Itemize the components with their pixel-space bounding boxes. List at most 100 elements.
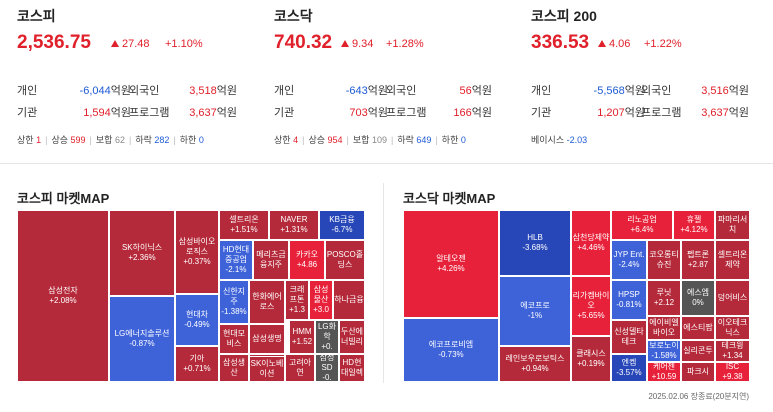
treemap-cell-change: +2.12 <box>653 298 675 307</box>
treemap-cell-change: +1.52 <box>291 337 313 346</box>
treemap-cell[interactable]: 파크시 <box>681 362 715 382</box>
treemap-cell[interactable]: 루닛 +2.12 <box>647 280 681 316</box>
treemap-cell[interactable]: 삼성바이오로직스 +0.37% <box>175 210 219 294</box>
treemap-cell[interactable]: HD현대중공업 -2.1% <box>219 240 253 280</box>
treemap-cell[interactable]: 펩트론 +2.87 <box>681 240 715 280</box>
index-value: 740.32 <box>274 32 333 53</box>
treemap-cell-name: 기아 <box>189 354 205 363</box>
up-triangle-icon <box>111 40 119 47</box>
treemap-cell[interactable]: 삼성물산 +3.0 <box>309 280 333 320</box>
treemap-cell-name: 엔켐 <box>621 358 637 367</box>
treemap-cell-name: 삼성생명 <box>252 334 282 343</box>
treemap-cell[interactable]: ISC +9.38 <box>715 362 750 382</box>
treemap-cell[interactable]: 카카오 +4.86 <box>289 240 325 280</box>
treemap-cell[interactable]: 에코프로 -1% <box>499 276 571 346</box>
treemap-cell-name: 덩어비스 <box>717 293 748 302</box>
treemap-cell[interactable]: LG에너지솔루션 -0.87% <box>109 296 175 382</box>
treemap-cell[interactable]: 크래프톤 +1.3 <box>285 280 309 320</box>
index-title[interactable]: 코스피 200 <box>531 8 597 24</box>
treemap-cell[interactable]: 삼성생산 <box>219 354 249 382</box>
treemap-cell[interactable]: KB금융 -6.7% <box>319 210 365 240</box>
kospi-map-title: 코스피 마켓MAP <box>17 191 110 206</box>
advance-decline-stats: 상한 4 | 상승 954 | 보합 109 | 하락 649 | 하한 0 <box>274 135 466 145</box>
treemap-cell-name: HD현대중공업 <box>222 245 250 264</box>
treemap-cell[interactable]: 클래시스 +0.19% <box>571 336 611 382</box>
treemap-cell-name: 삼성물산 <box>313 285 329 304</box>
treemap-cell-name: 펩트론 <box>686 250 710 259</box>
treemap-cell-name: NAVER <box>280 215 308 224</box>
treemap-cell[interactable]: 한화에어로스 <box>249 280 285 324</box>
treemap-cell[interactable]: 이오테크닉스 <box>715 316 750 340</box>
treemap-cell[interactable]: 알테오젠 +4.26% <box>403 210 499 318</box>
treemap-cell[interactable]: 고려아연 <box>285 354 315 382</box>
treemap-cell[interactable]: 하나금융 <box>333 280 365 320</box>
treemap-cell-name: 삼성생산 <box>222 358 246 377</box>
treemap-cell[interactable]: 두산에너빌리 <box>339 320 365 354</box>
treemap-cell[interactable]: 에코프로비엠 -0.73% <box>403 318 499 382</box>
treemap-cell-name: 루닛 <box>656 288 672 297</box>
treemap-cell[interactable]: 현대차 -0.49% <box>175 294 219 346</box>
treemap-cell[interactable]: JYP Ent. -2.4% <box>611 240 647 280</box>
investor-value: 703억원 <box>349 107 388 119</box>
treemap-cell[interactable]: 보로노이 -1.58% <box>647 340 681 362</box>
treemap-cell[interactable]: 메리츠금융지주 <box>253 240 289 280</box>
index-title[interactable]: 코스피 <box>17 8 56 24</box>
treemap-cell-name: 삼성SD <box>319 354 335 372</box>
treemap-cell[interactable]: 엔켐 -3.57% <box>611 354 647 382</box>
treemap-cell[interactable]: 삼성SD -0. <box>315 354 339 382</box>
treemap-cell[interactable]: 레인보우로보틱스 +0.94% <box>499 346 571 382</box>
treemap-cell-change: -0. <box>322 373 332 382</box>
treemap-cell[interactable]: SK이노베이션 <box>249 356 285 382</box>
treemap-cell[interactable]: 삼성전자 +2.08% <box>17 210 109 382</box>
treemap-cell[interactable]: HD현대일렉 <box>339 354 365 382</box>
treemap-cell[interactable]: 케어젠 +10.59 <box>647 362 681 382</box>
treemap-cell[interactable]: 셀트리온제약 <box>715 240 750 280</box>
treemap-cell[interactable]: 리노공업 +6.4% <box>611 210 673 240</box>
treemap-cell[interactable]: 테크윙 +1.34 <box>715 340 750 362</box>
investor-value: 1,594억원 <box>83 107 131 119</box>
treemap-cell[interactable]: 삼천당제약 +4.46% <box>571 210 611 276</box>
treemap-cell-change: +0. <box>321 342 333 351</box>
treemap-cell[interactable]: 에이비엘바이오 <box>647 316 681 340</box>
treemap-cell[interactable]: LG화학 +0. <box>315 320 339 354</box>
treemap-cell[interactable]: NAVER +1.31% <box>269 210 319 240</box>
treemap-cell-name: 파크시 <box>686 367 710 376</box>
treemap-cell-name: 레인보우로보틱스 <box>505 354 565 363</box>
treemap-cell[interactable]: SK하이닉스 +2.36% <box>109 210 175 296</box>
index-change-pct: +1.10% <box>165 38 203 50</box>
treemap-cell[interactable]: 덩어비스 <box>715 280 750 316</box>
investor-label: 프로그램 <box>386 107 427 119</box>
treemap-cell[interactable]: 기아 +0.71% <box>175 346 219 382</box>
treemap-cell-name: SK하이닉스 <box>121 243 163 252</box>
treemap-cell[interactable]: POSCO홀딩스 <box>325 240 365 280</box>
treemap-cell[interactable]: HMM +1.52 <box>289 320 315 354</box>
index-change: 4.06 <box>598 38 630 50</box>
treemap-cell[interactable]: HLB -3.68% <box>499 210 571 276</box>
treemap-cell-name: 이오테크닉스 <box>717 318 748 337</box>
treemap-cell[interactable]: 파마리서치 <box>715 210 750 240</box>
index-change-pct: +1.28% <box>386 38 424 50</box>
treemap-cell-change: +0.37% <box>183 257 211 266</box>
treemap-cell[interactable]: 신한지주 -1.38% <box>219 280 249 324</box>
investor-label: 기관 <box>274 107 295 119</box>
treemap-cell-change: +1.34 <box>722 351 743 360</box>
treemap-cell-name: 파마리서치 <box>717 215 748 234</box>
treemap-cell-change: +10.59 <box>651 372 677 381</box>
treemap-cell[interactable]: 에스티팜 <box>681 316 715 340</box>
index-title[interactable]: 코스닥 <box>274 8 313 24</box>
treemap-cell[interactable]: 삼성생명 <box>249 324 285 354</box>
treemap-cell[interactable]: 실리콘투 <box>681 340 715 362</box>
treemap-cell[interactable]: 셀트리온 +1.51% <box>219 210 269 240</box>
treemap-cell[interactable]: HPSP -0.81% <box>611 280 647 320</box>
treemap-cell[interactable]: 휴젤 +4.12% <box>673 210 715 240</box>
treemap-cell[interactable]: 에스엠 0% <box>681 280 715 316</box>
treemap-cell-name: 휴젤 <box>686 215 702 224</box>
treemap-cell-change: +0.71% <box>183 364 211 373</box>
treemap-cell[interactable]: 신성델타테크 <box>611 320 647 354</box>
index-change: 9.34 <box>341 38 373 50</box>
treemap-cell-change: -1.58% <box>651 351 677 360</box>
treemap-cell[interactable]: 코오롱티슈진 <box>647 240 681 280</box>
index-change-pct: +1.22% <box>644 38 682 50</box>
treemap-cell[interactable]: 현대모비스 <box>219 324 249 354</box>
treemap-cell[interactable]: 리가켐바이오 +5.65% <box>571 276 611 336</box>
